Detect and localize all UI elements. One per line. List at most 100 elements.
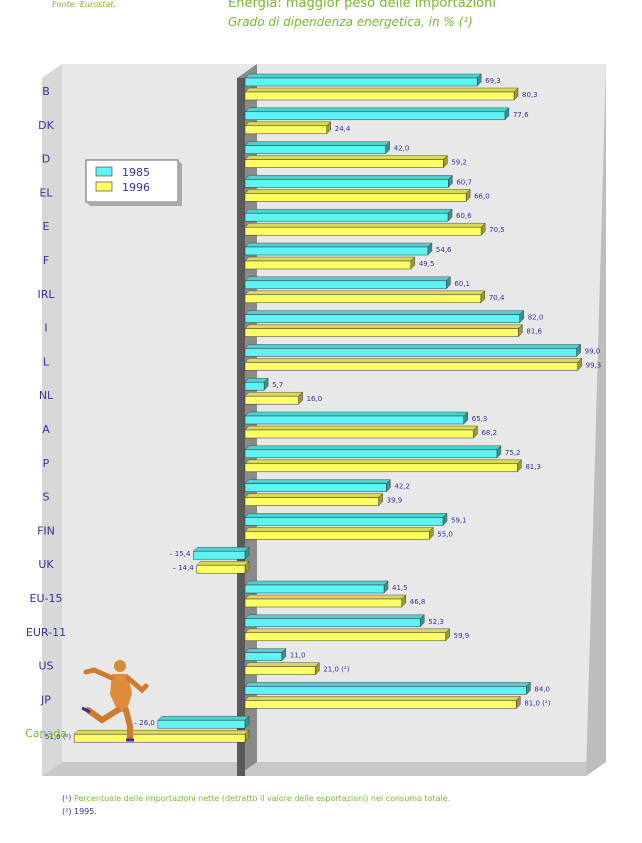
bar-1996-eu-15 [244, 594, 407, 608]
value-label-1996-irl: 70,4 [489, 294, 505, 302]
legend-label-1985: 1985 [122, 166, 150, 179]
value-label-1996-jp: 81,0 (²) [524, 699, 550, 707]
bar-1996-canada [73, 729, 250, 743]
bar-1996-d [244, 155, 448, 169]
bar-1985-l [244, 343, 582, 357]
bar-1985-jp [244, 681, 531, 695]
category-label-b: B [42, 85, 50, 98]
value-label-1996-a: 68,2 [481, 429, 497, 437]
value-label-1985-eur-11: 52,3 [428, 618, 444, 626]
value-label-1985-l: 99,0 [585, 347, 601, 355]
footnote-1-text: Percentuale delle importazioni nette (de… [74, 794, 451, 803]
bar-1985-irl [244, 276, 451, 290]
category-label-eur-11: EUR-11 [26, 626, 66, 639]
bar-1996-b [244, 87, 519, 101]
legend-label-1996: 1996 [122, 181, 150, 194]
bar-1996-us [244, 662, 320, 676]
category-label-nl: NL [39, 389, 54, 402]
category-label-e: E [43, 220, 50, 233]
chart-title: Energia: maggior peso delle importazioni [228, 0, 496, 11]
bar-1996-s [244, 493, 384, 507]
value-label-1985-irl: 60,1 [454, 280, 470, 288]
category-label-i: I [44, 322, 47, 335]
bar-1996-el [244, 188, 471, 202]
footnote-1-marker: (¹) [62, 794, 72, 803]
value-label-1996-p: 81,3 [525, 463, 541, 471]
value-label-1996-e: 70,5 [489, 226, 505, 234]
bar-1996-i [244, 324, 523, 338]
value-label-1985-s: 42,2 [394, 483, 410, 491]
value-label-1996-dk: 24,4 [335, 125, 351, 133]
bars-group: 69,3 80,3 77,6 24,4 42,0 59,2 60,766,0 60,6 70,5… [39, 73, 602, 743]
bar-chart: 69,3 80,3 77,6 24,4 42,0 59,2 60,766,0 60,6 70,5… [25, 64, 606, 776]
footnote-2-marker: (²) [62, 807, 72, 816]
value-label-1996-f: 49,5 [419, 260, 435, 268]
category-label-d: D [42, 153, 50, 166]
value-label-1996-fin: 55,0 [437, 530, 453, 538]
category-label-a: A [42, 423, 50, 436]
value-label-1985-dk: 77,6 [513, 111, 529, 119]
value-label-1985-eu-15: 41,5 [392, 584, 408, 592]
category-label-us: US [38, 660, 53, 673]
category-label-p: P [43, 457, 50, 470]
value-label-1996-i: 81,6 [526, 328, 542, 336]
bar-1985-nl [244, 377, 269, 391]
legend: 1985 1996 [85, 159, 182, 206]
value-label-1985-e: 60,6 [456, 212, 472, 220]
footnotes: (¹) Percentuale delle importazioni nette… [62, 792, 450, 818]
category-label-s: S [43, 491, 50, 504]
category-label-jp: JP [40, 693, 51, 706]
running-figure [81, 660, 149, 742]
category-label-uk: UK [38, 558, 54, 571]
bar-1996-fin [244, 526, 434, 540]
category-label-fin: FIN [37, 524, 55, 537]
bar-1985-p [244, 445, 502, 459]
value-label-1985-el: 60,7 [456, 178, 472, 186]
category-label-l: L [43, 355, 50, 368]
bar-1985-canada [157, 715, 250, 729]
zero-wall [237, 78, 245, 776]
bar-1985-d [244, 141, 391, 155]
value-label-1996-nl: 16,0 [307, 395, 323, 403]
category-labels-group: B DK D EL E F IRL I L NL A P S FIN UK EU-15 EUR-11 US JP Ca… [25, 85, 67, 740]
value-label-1985-p: 75,2 [505, 449, 521, 457]
bar-1996-nl [244, 391, 304, 405]
bar-1985-e [244, 208, 453, 222]
value-label-1996-us: 21,0 (²) [323, 666, 349, 674]
plot-floor [42, 762, 606, 776]
bar-1985-eur-11 [244, 614, 425, 628]
bar-1996-jp [244, 695, 521, 709]
bar-1996-f [244, 256, 416, 270]
plot-right-edge [586, 64, 606, 776]
bar-1985-el [244, 174, 453, 188]
bar-1996-dk [244, 121, 332, 135]
bar-1996-p [244, 459, 522, 473]
bar-1985-dk [244, 107, 510, 121]
footnote-2-text: 1995. [74, 807, 97, 816]
footnote-1: (¹) Percentuale delle importazioni nette… [62, 792, 450, 805]
legend-swatch-1985 [95, 166, 113, 177]
bar-1985-us [244, 648, 287, 662]
category-label-canada: Canada [25, 727, 67, 740]
bar-1985-f [244, 242, 433, 256]
value-label-1996-b: 80,3 [522, 91, 538, 99]
bar-1985-fin [244, 512, 448, 526]
value-label-1985-jp: 84,0 [534, 685, 550, 693]
bar-1996-irl [244, 290, 486, 304]
category-label-eu-15: EU-15 [30, 592, 63, 605]
category-label-dk: DK [38, 119, 54, 132]
value-label-1985-canada: – 26,0 [134, 719, 155, 727]
bar-1996-uk [196, 560, 250, 574]
bar-1996-l [244, 357, 583, 371]
bar-1996-a [244, 425, 478, 439]
value-label-1985-nl: 5,7 [272, 381, 283, 389]
value-label-1996-d: 59,2 [451, 159, 467, 167]
bar-1985-eu-15 [244, 580, 389, 594]
value-label-1985-f: 54,6 [436, 246, 452, 254]
value-label-1985-d: 42,0 [394, 145, 410, 153]
bar-1996-e [244, 222, 486, 236]
value-label-1985-uk: – 15,4 [169, 550, 191, 558]
value-label-1996-el: 66,0 [474, 192, 490, 200]
value-label-1996-l: 99,3 [586, 361, 602, 369]
chart-subtitle: Grado di dipendenza energetica, in % (¹) [228, 15, 473, 29]
